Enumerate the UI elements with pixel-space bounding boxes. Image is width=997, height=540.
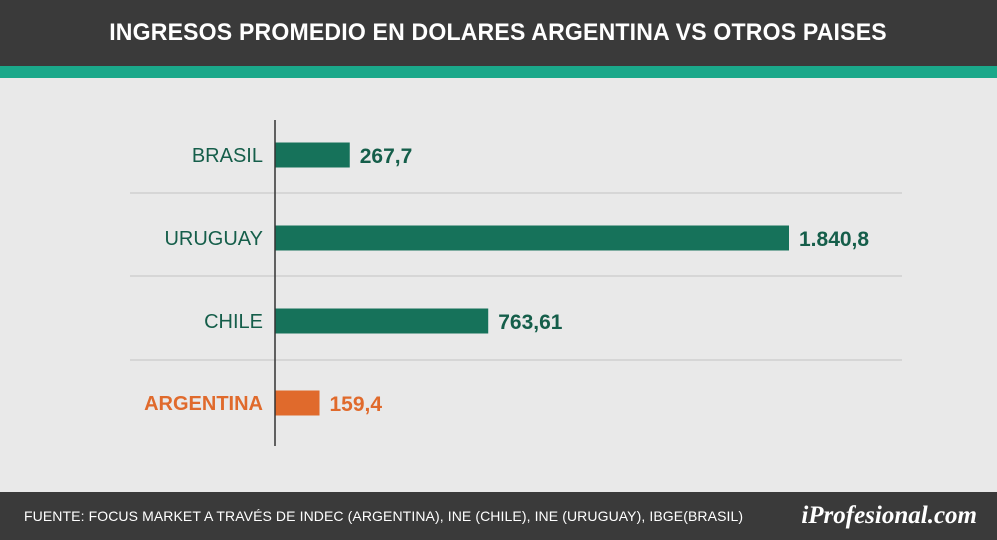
value-label-argentina: 159,4 [330,393,383,416]
chart-area: BRASIL 267,7 URUGUAY 1.840,8 CHILE 763,61 ARGE… [0,78,997,492]
chart-footer: FUENTE: FOCUS MARKET A TRAVÉS DE INDEC (… [0,492,997,540]
bar-chile [275,308,489,334]
category-label-chile: CHILE [204,311,263,333]
source-note: FUENTE: FOCUS MARKET A TRAVÉS DE INDEC (… [24,508,744,524]
chart-title: INGRESOS PROMEDIO EN DOLARES ARGENTINA V… [109,19,888,46]
value-label-uruguay: 1.840,8 [799,228,869,251]
chart-header: INGRESOS PROMEDIO EN DOLARES ARGENTINA V… [0,0,997,66]
bar-argentina [275,390,320,416]
value-label-chile: 763,61 [498,311,563,334]
bar-brasil [275,142,350,168]
category-label-argentina: ARGENTINA [144,393,263,415]
bar-uruguay [275,225,789,251]
category-label-uruguay: URUGUAY [164,228,263,250]
category-label-brasil: BRASIL [192,145,263,167]
value-label-brasil: 267,7 [360,145,413,168]
accent-bar [0,66,997,78]
brand-logo: iProfesional.com [801,502,977,529]
bar-chart: BRASIL 267,7 URUGUAY 1.840,8 CHILE 763,61 ARGE… [130,120,902,446]
